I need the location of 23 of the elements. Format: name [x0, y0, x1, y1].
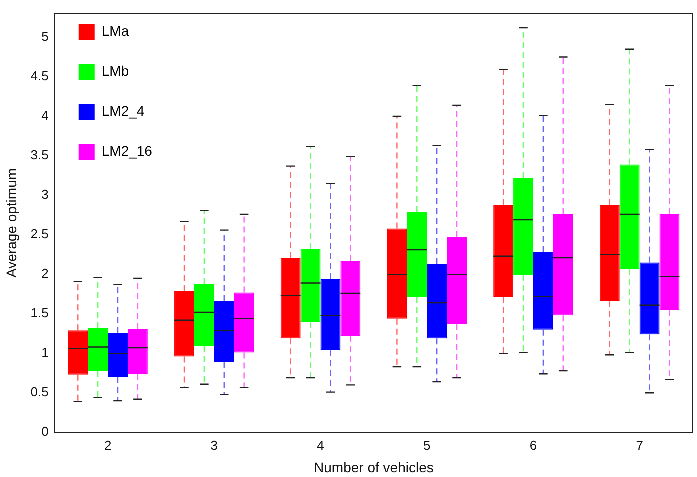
x-tick-label: 7: [636, 438, 644, 453]
y-tick-label: 0.5: [30, 384, 49, 400]
x-axis-title: Number of vehicles: [314, 459, 434, 476]
y-tick-label: 3: [42, 187, 49, 202]
x-tick-label: 4: [317, 438, 324, 453]
x-tick-label: 5: [423, 438, 431, 453]
x-tick-label: 6: [530, 438, 538, 453]
y-tick-label: 3.5: [30, 148, 49, 163]
legend-label: LMa: [102, 22, 130, 39]
y-tick-label: 2: [42, 266, 49, 282]
y-tick-label: 5: [42, 29, 49, 44]
x-tick-label: 2: [104, 438, 112, 453]
y-tick-label: 1.5: [30, 306, 49, 321]
x-tick-label: 3: [210, 438, 218, 453]
legend-label: LMb: [102, 62, 130, 79]
y-tick-label: 4: [42, 108, 49, 124]
y-tick-label: 1: [42, 345, 49, 360]
y-tick-label: 2.5: [30, 226, 49, 242]
y-tick-label: 0: [42, 424, 49, 440]
y-axis-title: Average optimum: [3, 168, 20, 278]
legend-label: LM2_16: [102, 142, 153, 159]
y-tick-label: 4.5: [30, 68, 49, 84]
legend-label: LM2_4: [102, 102, 145, 119]
